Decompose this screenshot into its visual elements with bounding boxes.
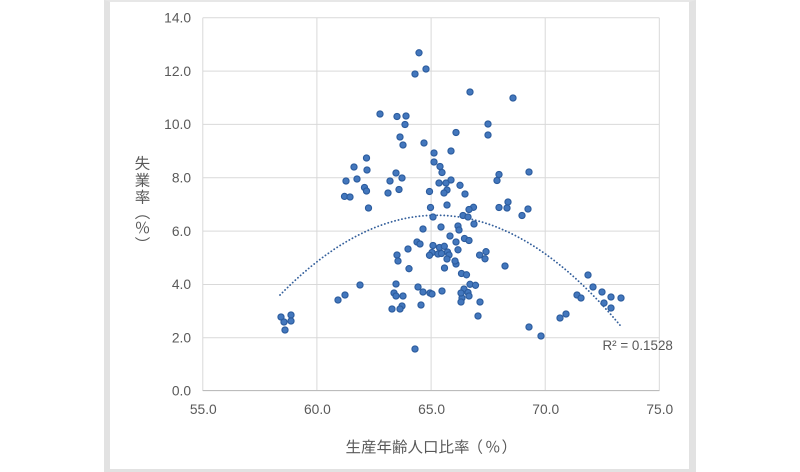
svg-text:70.0: 70.0 bbox=[532, 402, 559, 417]
svg-text:75.0: 75.0 bbox=[646, 402, 673, 417]
svg-text:14.0: 14.0 bbox=[164, 10, 191, 25]
svg-text:4.0: 4.0 bbox=[172, 277, 192, 292]
svg-text:2.0: 2.0 bbox=[172, 330, 192, 345]
svg-text:8.0: 8.0 bbox=[172, 171, 192, 186]
svg-text:60.0: 60.0 bbox=[304, 402, 331, 417]
svg-text:10.0: 10.0 bbox=[164, 117, 191, 132]
svg-text:55.0: 55.0 bbox=[190, 402, 217, 417]
svg-text:R² = 0.1528: R² = 0.1528 bbox=[603, 338, 673, 353]
svg-text:6.0: 6.0 bbox=[172, 224, 192, 239]
svg-text:65.0: 65.0 bbox=[418, 402, 445, 417]
svg-text:0.0: 0.0 bbox=[172, 384, 192, 399]
svg-text:12.0: 12.0 bbox=[164, 64, 191, 79]
